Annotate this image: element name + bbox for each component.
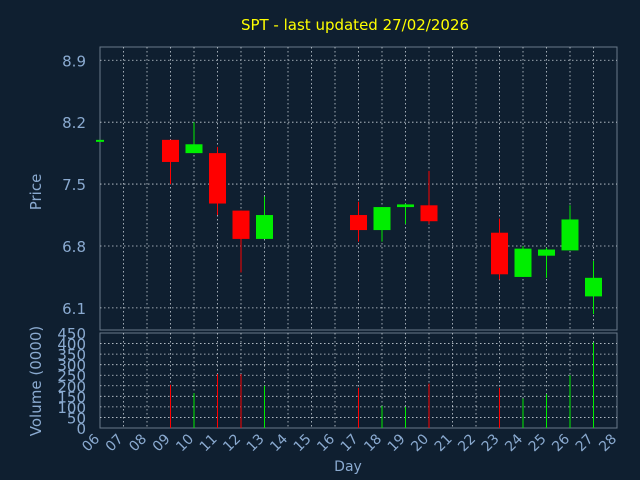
volume-tick-label: 250 bbox=[57, 367, 86, 385]
volume-tick-label: 100 bbox=[57, 399, 86, 417]
price-axis-label: Price bbox=[27, 174, 45, 211]
volume-tick-label: 400 bbox=[57, 336, 86, 354]
candle-body bbox=[420, 205, 438, 222]
volume-tick-label: 0 bbox=[76, 420, 86, 438]
candle-body bbox=[185, 144, 203, 154]
volume-tick-label: 300 bbox=[57, 357, 86, 375]
candle-20 bbox=[420, 170, 438, 224]
candle-06 bbox=[96, 139, 104, 142]
candle-body bbox=[162, 139, 179, 162]
volume-tick-label: 450 bbox=[57, 325, 86, 343]
price-tick-label: 6.1 bbox=[62, 300, 86, 318]
candle-body bbox=[514, 248, 532, 277]
candle-body bbox=[397, 204, 414, 208]
candle-24 bbox=[514, 245, 532, 277]
candle-body bbox=[561, 219, 579, 251]
candle-body bbox=[350, 215, 367, 231]
candle-25 bbox=[538, 247, 555, 278]
candle-27 bbox=[585, 261, 602, 315]
candle-body bbox=[96, 139, 104, 142]
candle-19 bbox=[397, 203, 414, 224]
candle-body bbox=[585, 277, 602, 297]
price-tick-label: 7.5 bbox=[62, 176, 86, 194]
candle-body bbox=[491, 232, 508, 275]
day-axis-label: Day bbox=[334, 459, 362, 475]
candle-26 bbox=[561, 205, 579, 251]
candle-11 bbox=[209, 146, 226, 216]
candle-10 bbox=[185, 122, 203, 154]
candle-body bbox=[538, 249, 555, 256]
volume-tick-label: 50 bbox=[67, 409, 86, 427]
candle-body bbox=[373, 207, 391, 231]
price-tick-label: 6.8 bbox=[62, 238, 86, 256]
volume-tick-label: 150 bbox=[57, 388, 86, 406]
candle-body bbox=[256, 215, 273, 239]
candle-body bbox=[232, 210, 250, 239]
candle-13 bbox=[256, 196, 273, 239]
day-tick-labels: 06 07 08 09 10 11 12 13 14 15 16 17 18 19 20 21 22 23 24 25… bbox=[79, 431, 620, 455]
price-tick-label: 8.9 bbox=[62, 52, 86, 70]
candle-12 bbox=[232, 210, 250, 273]
candle-23 bbox=[491, 218, 508, 280]
price-tick-label: 8.2 bbox=[62, 114, 86, 132]
chart-title: SPT - last updated 27/02/2026 bbox=[241, 16, 469, 34]
candle-body bbox=[209, 153, 226, 204]
volume-tick-label: 350 bbox=[57, 346, 86, 364]
volume-axis-label: Volume (0000) bbox=[27, 326, 45, 436]
price-panel: 8.9 8.2 7.5 6.8 6.1 bbox=[62, 46, 618, 331]
volume-tick-label: 200 bbox=[57, 378, 86, 396]
candle-18 bbox=[373, 207, 391, 242]
candle-17 bbox=[350, 201, 367, 242]
candle-09 bbox=[162, 139, 179, 185]
